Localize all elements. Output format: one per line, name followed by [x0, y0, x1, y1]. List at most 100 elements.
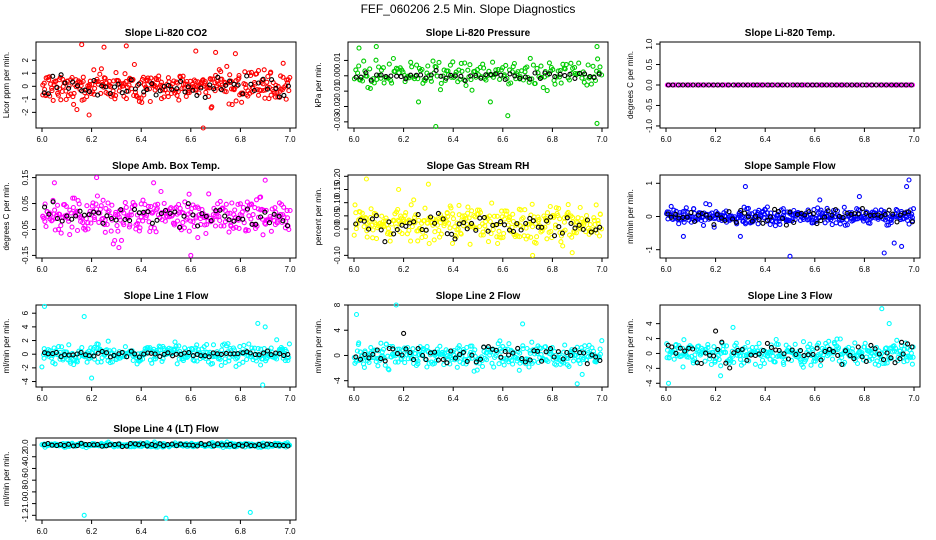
- data-point: [746, 211, 752, 217]
- data-point: [274, 337, 280, 343]
- data-point: [353, 221, 359, 227]
- data-point: [542, 215, 548, 221]
- data-point: [107, 91, 113, 97]
- data-point: [800, 339, 807, 345]
- data-point: [244, 356, 250, 363]
- data-point: [140, 441, 146, 447]
- data-point: [178, 441, 184, 447]
- data-point: [176, 97, 182, 103]
- data-point: [242, 69, 248, 75]
- data-point: [577, 204, 583, 211]
- data-point: [546, 71, 553, 77]
- data-point: [665, 211, 671, 217]
- data-point: [716, 356, 722, 363]
- data-point: [510, 218, 516, 225]
- data-point: [485, 344, 491, 350]
- data-point: [506, 352, 512, 358]
- data-point: [681, 219, 687, 225]
- data-point: [452, 355, 459, 361]
- data-point: [128, 209, 134, 215]
- data-point: [574, 381, 580, 387]
- x-tick-label: 6.6: [809, 135, 821, 144]
- data-point: [363, 70, 369, 76]
- data-point: [594, 44, 600, 50]
- data-point: [167, 210, 173, 216]
- series-black: [353, 210, 603, 245]
- data-point: [723, 343, 730, 349]
- data-point: [70, 79, 76, 85]
- data-point: [487, 352, 493, 358]
- data-point: [58, 97, 64, 103]
- data-point: [71, 195, 77, 201]
- data-point: [668, 214, 674, 220]
- data-point: [752, 361, 758, 367]
- data-point: [280, 74, 286, 80]
- y-tick-label: -0.02: [333, 97, 342, 116]
- data-point: [169, 441, 175, 447]
- data-point: [260, 382, 266, 388]
- data-point: [556, 74, 563, 80]
- data-point: [151, 180, 157, 186]
- data-point: [589, 352, 595, 358]
- data-point: [42, 218, 48, 224]
- data-point: [122, 71, 128, 77]
- data-point: [790, 82, 796, 88]
- data-point: [180, 219, 186, 226]
- data-point: [437, 343, 443, 349]
- data-point: [173, 343, 179, 349]
- data-point: [872, 346, 878, 352]
- data-point: [540, 85, 546, 91]
- data-point: [420, 352, 426, 359]
- data-point: [530, 62, 536, 68]
- data-point: [708, 361, 714, 368]
- data-point: [249, 345, 255, 351]
- data-point: [235, 82, 241, 88]
- data-point: [370, 235, 376, 241]
- data-point: [900, 351, 906, 357]
- data-point: [528, 234, 534, 240]
- data-point: [425, 181, 431, 187]
- data-point: [854, 82, 860, 88]
- data-point: [680, 364, 686, 370]
- data-point: [490, 74, 496, 80]
- data-point: [149, 81, 155, 87]
- data-point: [258, 88, 264, 94]
- data-point: [240, 91, 246, 97]
- data-point: [517, 350, 523, 356]
- data-point: [193, 215, 199, 221]
- data-point: [423, 357, 429, 363]
- data-point: [99, 348, 105, 355]
- data-point: [284, 215, 291, 221]
- data-point: [143, 214, 149, 221]
- data-point: [139, 99, 145, 105]
- y-tick-label: -1.2: [21, 508, 30, 522]
- data-point: [745, 82, 751, 88]
- data-point: [583, 213, 590, 219]
- data-point: [562, 342, 568, 348]
- x-tick-label: 7.0: [908, 265, 920, 274]
- data-point: [268, 92, 274, 98]
- data-point: [411, 219, 417, 225]
- data-point: [464, 226, 470, 232]
- y-tick-label: 1: [21, 70, 30, 75]
- data-point: [52, 361, 58, 367]
- data-point: [351, 232, 357, 238]
- data-point: [403, 210, 409, 216]
- data-point: [464, 221, 470, 227]
- data-point: [70, 204, 76, 211]
- data-point: [497, 76, 503, 82]
- panel-title: Slope Gas Stream RH: [427, 161, 530, 172]
- data-point: [423, 75, 429, 81]
- data-point: [764, 217, 771, 223]
- data-point: [134, 221, 140, 227]
- data-point: [188, 218, 194, 224]
- data-point: [82, 227, 88, 233]
- data-point: [396, 218, 402, 224]
- data-point: [255, 346, 261, 352]
- data-point: [246, 341, 252, 347]
- data-point: [116, 214, 122, 220]
- y-axis-label: degrees C per min.: [2, 182, 11, 250]
- data-point: [200, 125, 206, 131]
- data-point: [394, 73, 400, 79]
- data-point: [130, 357, 136, 364]
